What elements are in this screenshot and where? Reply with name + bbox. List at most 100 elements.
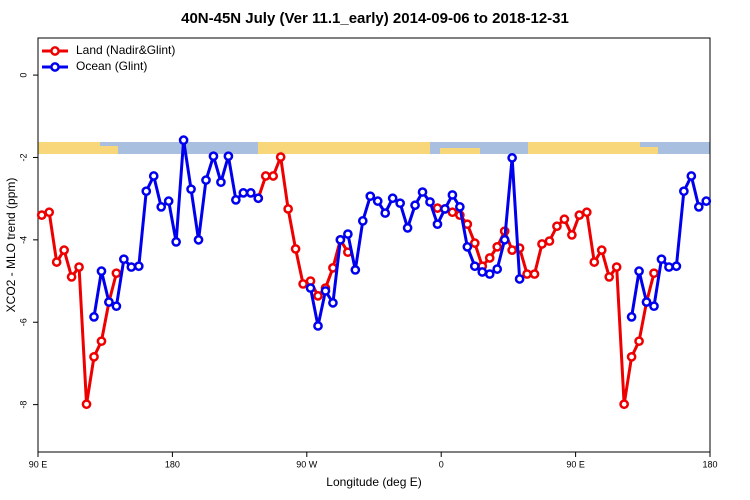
- point: [119, 254, 129, 265]
- x-tick-label: 180: [702, 459, 717, 469]
- point: [604, 272, 615, 282]
- point: [537, 239, 547, 249]
- point: [290, 244, 301, 254]
- point: [275, 152, 286, 162]
- point: [335, 235, 346, 245]
- point: [417, 187, 428, 197]
- map-strip: [38, 142, 710, 154]
- point: [469, 238, 480, 248]
- point: [298, 279, 308, 289]
- point: [440, 204, 450, 214]
- x-tick-label: 0: [439, 459, 444, 469]
- point: [492, 242, 503, 252]
- point: [656, 254, 667, 265]
- chart-title: 40N-45N July (Ver 11.1_early) 2014-09-06…: [181, 10, 569, 27]
- point: [186, 184, 196, 195]
- point: [51, 257, 62, 267]
- point: [402, 223, 413, 233]
- point: [649, 268, 659, 279]
- point: [320, 286, 331, 296]
- point: [245, 188, 256, 198]
- legend-label: Ocean (Glint): [76, 59, 147, 73]
- point: [89, 351, 99, 362]
- point: [305, 283, 316, 293]
- point: [96, 266, 107, 277]
- point: [178, 135, 189, 146]
- point: [671, 261, 682, 272]
- legend-marker: [50, 46, 60, 56]
- point: [66, 272, 77, 282]
- point: [552, 221, 562, 232]
- point: [59, 245, 69, 255]
- point: [447, 207, 458, 218]
- point: [626, 312, 637, 322]
- point: [484, 269, 495, 279]
- point: [693, 202, 704, 212]
- point: [268, 171, 279, 181]
- point: [425, 197, 435, 207]
- point: [387, 193, 398, 204]
- point: [514, 274, 525, 284]
- point: [81, 399, 92, 410]
- point: [96, 336, 107, 347]
- point: [462, 242, 473, 252]
- point: [231, 195, 241, 205]
- series-line: [92, 139, 708, 327]
- point: [484, 253, 495, 263]
- point: [350, 265, 361, 275]
- x-axis-label: Longitude (deg E): [326, 475, 421, 489]
- point: [365, 191, 376, 202]
- point: [156, 202, 167, 212]
- point: [111, 268, 122, 279]
- y-tick-label: -2: [18, 153, 28, 161]
- point: [507, 245, 517, 255]
- point: [126, 262, 137, 272]
- point: [432, 219, 443, 230]
- point: [559, 214, 570, 225]
- legend-marker: [50, 62, 60, 72]
- point: [507, 153, 517, 163]
- x-tick-label: 90 E: [29, 459, 48, 469]
- point: [372, 196, 383, 206]
- point: [253, 193, 264, 204]
- point: [641, 297, 652, 307]
- legend: Land (Nadir&Glint) Ocean (Glint): [42, 43, 175, 73]
- point: [223, 151, 234, 162]
- y-tick-label: -8: [18, 401, 28, 409]
- point: [208, 151, 219, 162]
- point: [111, 301, 122, 312]
- series-line: [41, 151, 656, 405]
- point: [611, 262, 622, 272]
- point: [686, 171, 697, 181]
- point: [544, 236, 555, 246]
- y-tick-label: 0: [18, 73, 28, 78]
- point: [499, 235, 510, 245]
- point: [74, 262, 84, 272]
- point: [89, 312, 99, 322]
- point: [44, 207, 55, 218]
- x-tick-label: 90 W: [296, 459, 318, 469]
- point: [634, 266, 644, 277]
- point: [313, 291, 323, 301]
- point: [619, 399, 629, 410]
- point: [380, 208, 391, 218]
- legend-label: Land (Nadir&Glint): [76, 43, 175, 57]
- point: [649, 301, 659, 312]
- point: [238, 188, 249, 198]
- point: [492, 264, 503, 274]
- point: [163, 196, 174, 206]
- point: [328, 298, 338, 308]
- point: [148, 171, 159, 181]
- point: [432, 203, 443, 213]
- point: [596, 245, 607, 255]
- point: [260, 171, 271, 181]
- point: [529, 269, 540, 279]
- point: [313, 321, 323, 331]
- point: [679, 186, 689, 197]
- point: [36, 210, 47, 220]
- y-tick-label: -4: [18, 236, 28, 244]
- point: [664, 262, 674, 272]
- x-tick-label: 90 E: [566, 459, 585, 469]
- point: [626, 351, 637, 362]
